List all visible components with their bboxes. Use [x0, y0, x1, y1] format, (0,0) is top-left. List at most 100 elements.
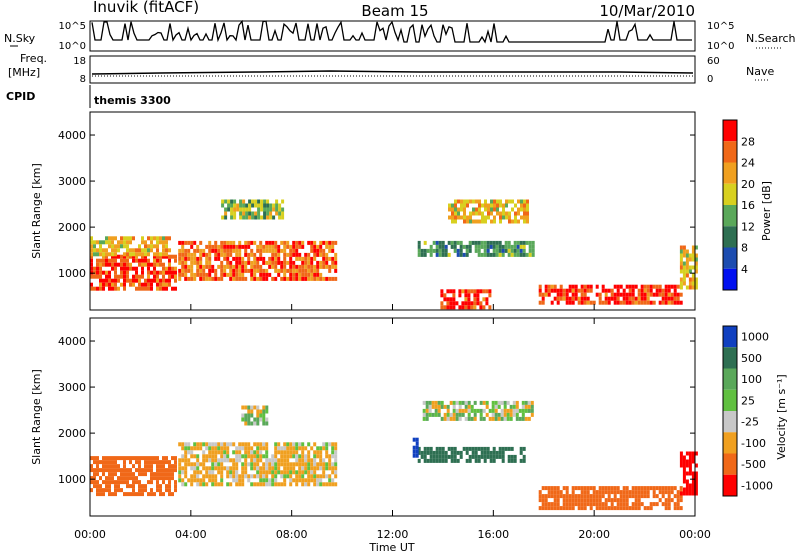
power-cell [153, 278, 156, 283]
velocity-cell [187, 442, 191, 447]
power-cell [289, 272, 293, 277]
nave-tick-bottom: 0 [707, 74, 713, 85]
power-cell [205, 272, 209, 277]
power-cell [473, 293, 477, 298]
velocity-cell [331, 466, 335, 471]
velocity-cell [226, 466, 230, 471]
power-cell [661, 292, 665, 297]
velocity-cell [544, 506, 548, 511]
power-cell [120, 236, 123, 241]
power-cell [679, 261, 683, 266]
power-cell [229, 264, 233, 269]
power-cell [616, 296, 620, 301]
velocity-cell [328, 442, 332, 447]
power-cell [519, 240, 523, 245]
power-cell [221, 199, 225, 204]
velocity-cell [289, 462, 293, 467]
velocity-cell [295, 458, 299, 463]
power-cell [526, 207, 529, 212]
velocity-cell [470, 404, 474, 409]
velocity-cell [334, 454, 338, 459]
velocity-cell [458, 412, 462, 417]
velocity-cell [682, 459, 686, 464]
velocity-cell [241, 466, 245, 471]
power-cell [526, 199, 529, 204]
velocity-cell [334, 446, 338, 451]
velocity-cell [434, 412, 438, 417]
power-cell [217, 276, 221, 281]
power-cell [278, 203, 282, 208]
power-cell [547, 292, 551, 297]
power-cell [144, 254, 147, 259]
velocity-cell [202, 478, 206, 483]
power-cell [174, 266, 177, 271]
power-cell [490, 219, 493, 224]
power-cell [463, 203, 466, 208]
power-cell [211, 244, 215, 249]
velocity-cell [455, 416, 459, 421]
power-cell [214, 240, 218, 245]
power-cell [426, 248, 430, 253]
velocity-cell [171, 468, 174, 473]
power-cell [241, 272, 245, 277]
velocity-cell [147, 492, 150, 497]
power-cell [178, 260, 182, 265]
power-cell [528, 252, 532, 257]
power-cell [244, 268, 248, 273]
velocity-cell [250, 474, 254, 479]
power-cell [471, 240, 475, 245]
power-cell [205, 260, 209, 265]
velocity-cell [165, 488, 168, 493]
power-cell [250, 260, 254, 265]
power-cell [129, 254, 132, 259]
power-cell [556, 292, 560, 297]
power-cell [254, 211, 258, 216]
power-cell [150, 262, 153, 267]
velocity-cell [135, 456, 138, 461]
velocity-cell [298, 442, 302, 447]
velocity-cell [111, 468, 114, 473]
power-cell [190, 260, 194, 265]
velocity-cell [226, 442, 230, 447]
power-cell [694, 245, 698, 250]
power-colorbar-segment [723, 183, 737, 205]
velocity-cell [214, 478, 218, 483]
velocity-cell [277, 458, 281, 463]
power-cell [178, 252, 182, 257]
velocity-cell [105, 476, 108, 481]
power-cell [661, 288, 665, 293]
velocity-cell [631, 506, 635, 511]
velocity-cell [283, 458, 287, 463]
power-cell [444, 248, 448, 253]
velocity-cell [580, 502, 584, 507]
velocity-cell [196, 470, 200, 475]
velocity-cell [685, 451, 689, 456]
power-cell [93, 244, 96, 249]
power-cell [517, 219, 520, 224]
velocity-cell [417, 450, 421, 455]
velocity-cell [256, 409, 260, 414]
power-cell [168, 266, 171, 271]
velocity-cell [512, 412, 516, 417]
velocity-cell [301, 474, 305, 479]
power-cell [105, 240, 108, 245]
velocity-cell [247, 413, 251, 418]
power-cell [199, 276, 203, 281]
power-cell [460, 207, 463, 212]
velocity-cell [147, 456, 150, 461]
power-cell [283, 252, 287, 257]
power-cell [490, 211, 493, 216]
velocity-cell [598, 486, 602, 491]
velocity-cell [241, 442, 245, 447]
velocity-cell [156, 468, 159, 473]
power-cell [499, 219, 502, 224]
velocity-colorbar-tick: 500 [741, 352, 762, 365]
power-cell [248, 211, 252, 216]
velocity-cell [181, 482, 185, 487]
power-cell [181, 248, 185, 253]
power-cell [162, 240, 165, 245]
power-cell [301, 244, 305, 249]
power-cell [465, 244, 469, 249]
velocity-cell [628, 506, 632, 511]
